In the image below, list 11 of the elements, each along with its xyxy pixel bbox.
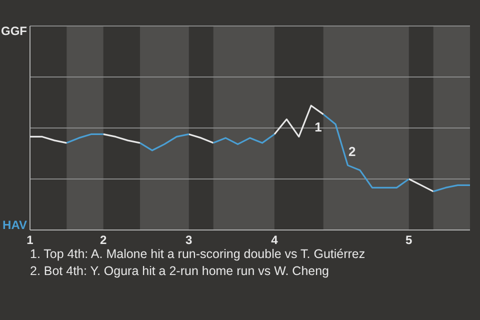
annotation: 1: [314, 119, 322, 134]
x-tick-label: 4: [271, 233, 278, 247]
text: 1. Top 4th: A. Malone hit a run-scoring double vs T. Gutiérrez: [30, 247, 366, 261]
x-tick-label: 2: [100, 233, 107, 247]
x-tick-label: 3: [186, 233, 193, 247]
text: HAV: [2, 218, 27, 232]
text: GGF: [1, 24, 27, 38]
annotation: 2: [348, 144, 356, 159]
text: 2. Bot 4th: Y. Ogura hit a 2-run home run vs W. Cheng: [30, 264, 330, 278]
x-tick-label: 1: [26, 233, 34, 247]
x-tick-label: 5: [406, 233, 413, 247]
